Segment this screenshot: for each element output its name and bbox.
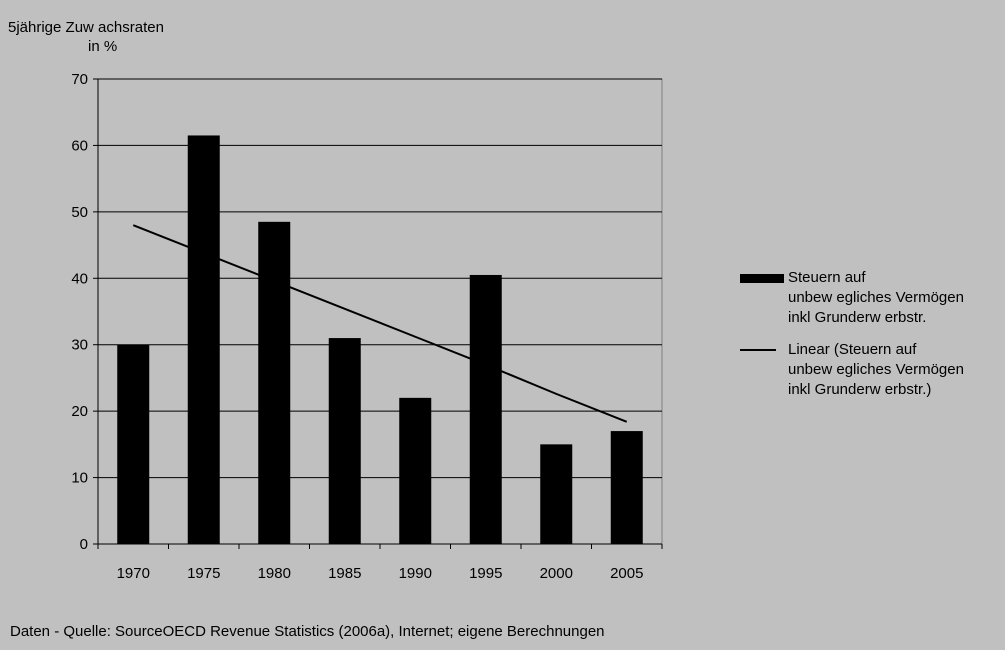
- y-axis-title-line1: 5jährige Zuw achsraten: [8, 19, 164, 36]
- y-tick-label: 10: [71, 470, 88, 487]
- y-axis-title-line2: in %: [88, 38, 118, 55]
- bar-1990: [399, 397, 432, 544]
- y-tick-label: 30: [71, 337, 88, 354]
- legend-item-bars: Steuern auf unbew egliches Vermögen inkl…: [740, 268, 1002, 328]
- bar-1975: [187, 135, 220, 544]
- legend: Steuern auf unbew egliches Vermögen inkl…: [740, 268, 1002, 400]
- y-tick-label: 50: [71, 204, 88, 221]
- trendline-linear: [132, 224, 628, 423]
- legend-bar-label-line3: inkl Grunderw erbstr.: [788, 309, 927, 326]
- bar-1970: [117, 344, 150, 544]
- bar-2000: [540, 444, 573, 544]
- y-tick-label: 40: [71, 270, 88, 287]
- y-tick-label: 20: [71, 403, 88, 420]
- bar-2005: [610, 431, 643, 544]
- x-tick-label: 1970: [117, 565, 150, 582]
- legend-line-label-line2: unbew egliches Vermögen: [788, 361, 964, 378]
- source-note: Daten - Quelle: SourceOECD Revenue Stati…: [10, 623, 605, 640]
- x-tick-label: 1980: [258, 565, 291, 582]
- y-tick-label: 60: [71, 137, 88, 154]
- legend-bar-label-line2: unbew egliches Vermögen: [788, 289, 964, 306]
- plot-area: [97, 78, 663, 545]
- x-tick-label: 1985: [328, 565, 361, 582]
- bar-1985: [328, 338, 361, 544]
- x-tick-label: 1995: [469, 565, 502, 582]
- x-tick-label: 1975: [187, 565, 220, 582]
- legend-line-swatch: [740, 349, 776, 351]
- x-tick-label: 2000: [540, 565, 573, 582]
- legend-bar-label-line1: Steuern auf: [788, 269, 866, 286]
- legend-item-trendline: Linear (Steuern auf unbew egliches Vermö…: [740, 340, 1002, 400]
- y-tick-label: 70: [71, 71, 88, 88]
- legend-bar-swatch: [740, 274, 784, 283]
- legend-line-label-line1: Linear (Steuern auf: [788, 341, 917, 358]
- bar-1980: [258, 221, 291, 545]
- x-tick-label: 2005: [610, 565, 643, 582]
- x-tick-label: 1990: [399, 565, 432, 582]
- bar-1995: [469, 274, 502, 544]
- legend-line-label-line3: inkl Grunderw erbstr.): [788, 381, 932, 398]
- y-tick-label: 0: [80, 536, 88, 553]
